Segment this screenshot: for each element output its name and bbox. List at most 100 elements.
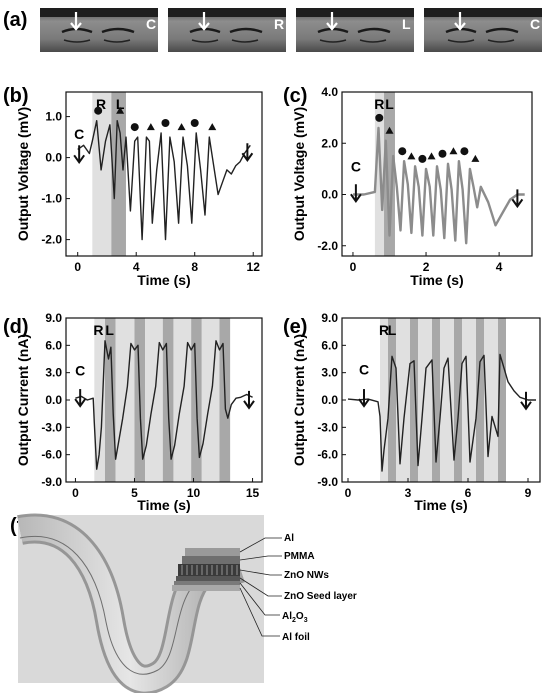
signal-trace (347, 353, 536, 472)
down-arrow-head (358, 398, 370, 408)
stack-pmma-layer (182, 556, 240, 564)
y-tick-label: -6.0 (41, 448, 62, 462)
down-arrow-head (350, 193, 362, 203)
chart-c-voltage: 0 2 4 4.0 2.0 0.0 -2.0 Time (s) Output Voltage (… (291, 85, 533, 288)
y-tick-label: 1.0 (45, 110, 62, 124)
down-arrow-head (241, 152, 254, 162)
triangle-marker (449, 147, 458, 155)
x-tick-label: 0 (345, 486, 352, 500)
y-tick-label: -6.0 (317, 448, 338, 462)
layer-label-al: Al (284, 533, 294, 544)
layer-label-zno-seed: ZnO Seed layer (284, 591, 357, 602)
panel-label-a: (a) (3, 9, 27, 31)
x-tick-label: 6 (465, 486, 472, 500)
y-axis-label: Output Current (nA) (15, 334, 31, 466)
shaded-band (410, 318, 418, 482)
triangle-marker (427, 152, 436, 160)
x-tick-label: 15 (246, 486, 260, 500)
chart-d-current: 0 5 10 15 9.0 6.0 3.0 0.0 -3.0 -6.0 -9.0 Time (s) Ou… (15, 311, 263, 513)
shaded-band (462, 318, 476, 482)
closed-eye (191, 39, 219, 43)
eye-photo: L (296, 8, 414, 52)
panel-label-d: (d) (3, 316, 29, 338)
signal-trace (353, 126, 525, 245)
shaded-band (384, 92, 395, 256)
photo-hair (168, 8, 286, 17)
signal-trace (77, 119, 251, 241)
x-tick-label: 4 (133, 260, 140, 274)
circle-marker (375, 113, 384, 122)
triangle-marker (407, 152, 416, 160)
y-tick-label: -3.0 (317, 420, 338, 434)
photo-label: C (530, 16, 540, 32)
eyebrow (229, 27, 263, 34)
closed-eye (231, 39, 259, 43)
photo-label: C (146, 16, 156, 32)
y-axis-label: Output Current (nA) (291, 334, 307, 466)
x-tick-label: 5 (131, 486, 138, 500)
y-tick-label: 3.0 (45, 366, 62, 380)
photo-hair (424, 8, 542, 17)
down-arrow-head (326, 22, 338, 31)
x-tick-label: 9 (525, 486, 532, 500)
y-tick-label: 9.0 (321, 311, 338, 325)
triangle-marker (385, 126, 394, 134)
x-tick-label: 4 (496, 260, 503, 274)
chart-b-voltage: 0 4 8 12 1.0 0.0 -1.0 -2.0 Time (s) Output Voltag… (15, 91, 263, 288)
eye-photo: R (168, 8, 286, 52)
circle-marker (190, 119, 199, 127)
x-tick-label: 0 (350, 260, 357, 274)
band-label: L (388, 322, 397, 338)
plot-frame (341, 91, 533, 257)
circle-marker (130, 123, 139, 132)
x-tick-label: 0 (72, 486, 79, 500)
panel-label-e: (e) (283, 316, 307, 338)
x-tick-label: 0 (74, 260, 81, 274)
y-tick-label: 0.0 (45, 151, 62, 165)
down-arrow-head (243, 400, 255, 410)
eye-photo: C (40, 8, 158, 52)
y-tick-label: -9.0 (317, 475, 338, 489)
down-arrow-head (73, 154, 85, 165)
photo-label: L (402, 16, 411, 32)
shaded-band (418, 318, 432, 482)
band-label: R (379, 322, 389, 338)
circle-marker (398, 147, 407, 156)
layer-label-al2o3: Al2O3 (282, 611, 308, 624)
layer-label-pmma: PMMA (284, 551, 315, 562)
x-axis-label: Time (s) (137, 272, 190, 288)
stack-al-foil-layer (172, 585, 240, 591)
y-tick-label: 3.0 (321, 366, 338, 380)
y-tick-label: 6.0 (45, 338, 62, 352)
down-arrow-head (74, 398, 86, 408)
ribbon-edge (19, 536, 199, 675)
stack-al-layer (185, 548, 240, 556)
shaded-band (94, 318, 105, 482)
y-tick-label: 6.0 (321, 338, 338, 352)
shaded-band (92, 92, 112, 256)
photo-hair (40, 8, 158, 17)
circle-marker (418, 154, 427, 163)
shaded-band (440, 318, 454, 482)
shaded-band (396, 318, 410, 482)
band-label: R (374, 96, 384, 112)
panel-label-b: (b) (3, 85, 29, 107)
shaded-band (476, 318, 484, 482)
circle-marker (438, 149, 447, 158)
closed-eye (487, 39, 515, 43)
closed-eye (447, 39, 475, 43)
eye-photo: C (424, 8, 542, 52)
band-label: R (93, 322, 103, 338)
annotation-label: C (74, 126, 84, 142)
x-tick-label: 2 (423, 260, 430, 274)
x-axis-label: Time (s) (137, 497, 190, 513)
y-axis-label: Output Voltage (mV) (15, 107, 31, 241)
shaded-band (380, 318, 388, 482)
photo-label: R (274, 16, 284, 32)
closed-eye (319, 39, 347, 43)
shaded-band (388, 318, 396, 482)
triangle-marker (208, 123, 217, 131)
shaded-band (432, 318, 440, 482)
layer-label-al-foil: Al foil (282, 632, 310, 643)
